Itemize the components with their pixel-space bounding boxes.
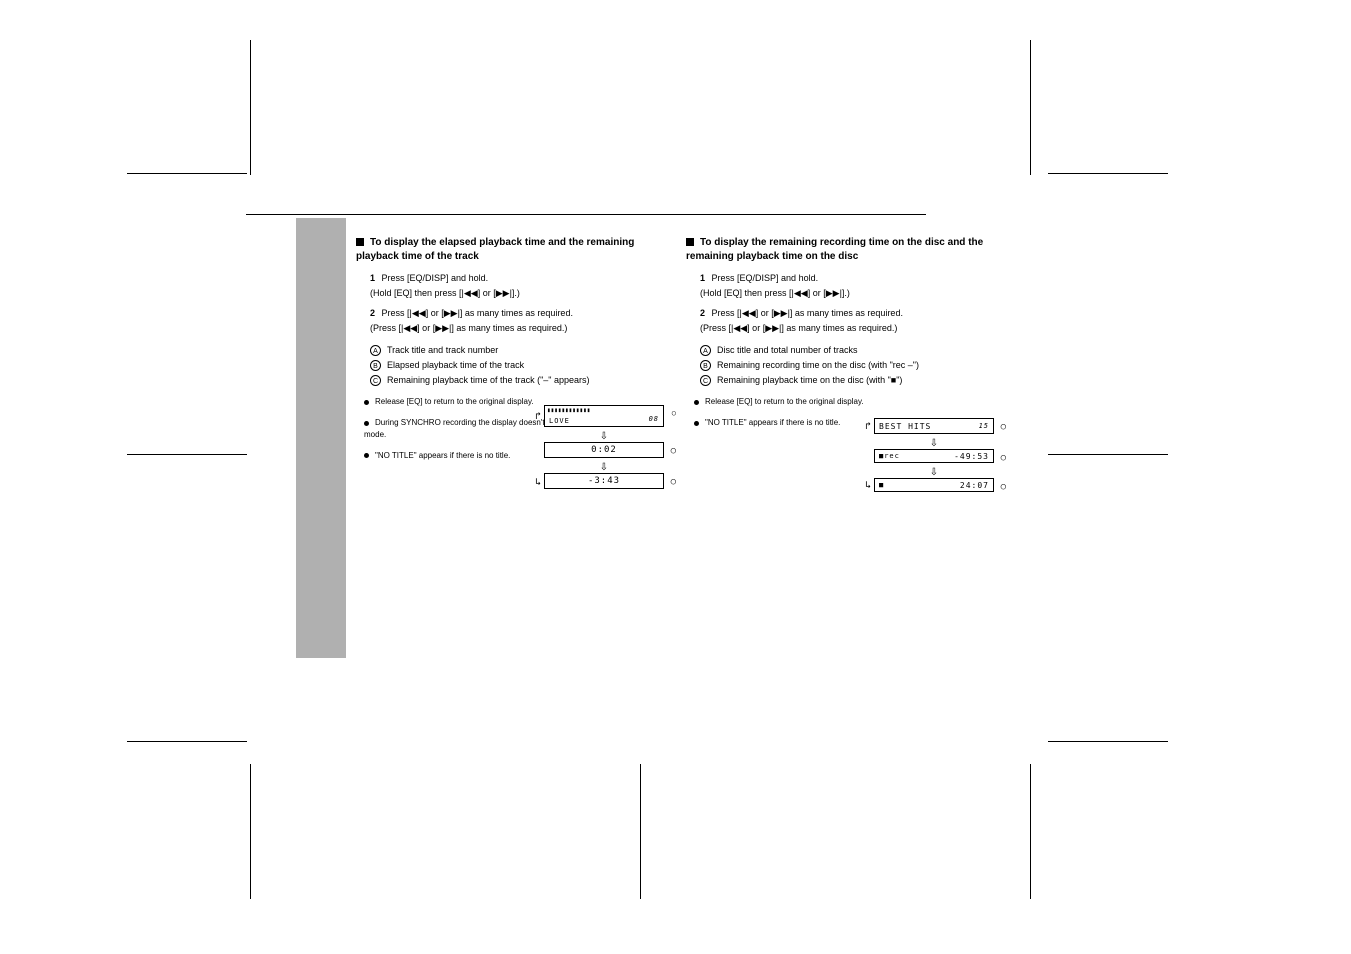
page-container: To display the elapsed playback time and… — [296, 218, 976, 748]
step2-text: Press [|◀◀] or [▶▶|] as many times as re… — [382, 308, 573, 318]
lcd-total-tracks: 15 — [979, 422, 989, 430]
lcd-remaining: -3:43 — [549, 476, 659, 486]
circled-b-icon: B — [370, 360, 381, 371]
right-heading: To display the remaining recording time … — [686, 236, 996, 264]
bullet-icon — [694, 421, 699, 426]
letter-list: ATrack title and track number BElapsed p… — [370, 344, 666, 386]
lcd-letter-a: ○ — [1001, 422, 1007, 432]
arrow-icon: ↱ — [535, 411, 542, 422]
lcd-letter-c: ○ — [1001, 482, 1007, 492]
option-a: ADisc title and total number of tracks — [700, 344, 996, 357]
lcd-letter-c: ○ — [671, 477, 677, 487]
crop-mark — [640, 764, 641, 899]
square-bullet-icon — [686, 238, 694, 246]
crop-mark — [127, 741, 247, 742]
lcd-screen-b: ■rec -49:53 ○ — [874, 449, 994, 463]
lcd-screen-a: ↱ ▮▮▮▮▮▮▮▮▮▮▮▮ LOVE 08 ○ — [544, 405, 664, 427]
step1-label: 1 — [700, 272, 705, 285]
arrow-icon: ↱ — [865, 421, 872, 432]
bullet-icon — [364, 453, 369, 458]
step1-text: Press [EQ/DISP] and hold. — [382, 273, 489, 283]
crop-mark — [1048, 454, 1168, 455]
option-b: BRemaining recording time on the disc (w… — [700, 359, 996, 372]
heading-text: To display the remaining recording time … — [686, 237, 983, 262]
step2-sub: (Press [|◀◀] or [▶▶|] as many times as r… — [370, 322, 666, 335]
crop-mark — [1030, 764, 1031, 899]
lcd-letter-b: ○ — [671, 446, 677, 456]
step1-text: Press [EQ/DISP] and hold. — [712, 273, 819, 283]
lcd-screen-a: ↱ BEST HITS 15 ○ — [874, 418, 994, 434]
arrow-icon: ↳ — [535, 477, 542, 488]
down-arrow-icon: ⇩ — [544, 462, 664, 473]
circled-a-icon: A — [370, 345, 381, 356]
square-bullet-icon — [356, 238, 364, 246]
circled-a-icon: A — [700, 345, 711, 356]
top-rule — [246, 214, 926, 215]
lcd-screen-c: ↳ ■ 24:07 ○ — [874, 478, 994, 492]
lcd-letter-a: ○ — [672, 409, 677, 417]
lcd-rec-remain: -49:53 — [954, 452, 989, 461]
option-c: CRemaining playback time of the track ("… — [370, 374, 666, 387]
circled-c-icon: C — [370, 375, 381, 386]
step2-sub: (Press [|◀◀] or [▶▶|] as many times as r… — [700, 322, 996, 335]
down-arrow-icon: ⇩ — [544, 431, 664, 442]
lcd-elapsed: 0:02 — [549, 445, 659, 455]
heading-text: To display the elapsed playback time and… — [356, 237, 634, 262]
step2-label: 2 — [700, 307, 705, 320]
circled-b-icon: B — [700, 360, 711, 371]
lcd-screen-c: ↳ -3:43 ○ — [544, 473, 664, 489]
lcd-rec-prefix: ■rec — [879, 452, 900, 460]
crop-mark — [250, 40, 251, 175]
crop-mark — [127, 454, 247, 455]
crop-mark — [127, 173, 247, 174]
bullet-icon — [364, 400, 369, 405]
step2-label: 2 — [370, 307, 375, 320]
sidebar-gray — [296, 218, 346, 658]
step-2: 2 Press [|◀◀] or [▶▶|] as many times as … — [370, 307, 666, 320]
step1-label: 1 — [370, 272, 375, 285]
step-1: 1 Press [EQ/DISP] and hold. — [700, 272, 996, 285]
letter-list: ADisc title and total number of tracks B… — [700, 344, 996, 386]
lcd-disc-title: BEST HITS — [879, 422, 931, 431]
crop-mark — [250, 764, 251, 899]
lcd-play-prefix: ■ — [879, 481, 884, 489]
lcd-diagram-left: ↱ ▮▮▮▮▮▮▮▮▮▮▮▮ LOVE 08 ○ ⇩ 0:02 ○ ⇩ ↳ -3… — [544, 405, 664, 493]
step1-sub: (Hold [EQ] then press [|◀◀] or [▶▶|].) — [700, 287, 996, 300]
left-heading: To display the elapsed playback time and… — [356, 236, 666, 264]
option-b: BElapsed playback time of the track — [370, 359, 666, 372]
crop-mark — [1030, 40, 1031, 175]
lcd-title: LOVE — [549, 417, 570, 425]
option-c: CRemaining playback time on the disc (wi… — [700, 374, 996, 387]
lcd-screen-b: 0:02 ○ — [544, 442, 664, 458]
bullet-icon — [364, 421, 369, 426]
step2-text: Press [|◀◀] or [▶▶|] as many times as re… — [712, 308, 903, 318]
step-2: 2 Press [|◀◀] or [▶▶|] as many times as … — [700, 307, 996, 320]
lcd-diagram-right: ↱ BEST HITS 15 ○ ⇩ ■rec -49:53 ○ ⇩ ↳ ■ 2… — [874, 418, 994, 496]
down-arrow-icon: ⇩ — [874, 438, 994, 449]
lcd-play-remain: 24:07 — [960, 481, 989, 490]
down-arrow-icon: ⇩ — [874, 467, 994, 478]
step-1: 1 Press [EQ/DISP] and hold. — [370, 272, 666, 285]
lcd-bar: ▮▮▮▮▮▮▮▮▮▮▮▮ — [547, 407, 590, 414]
right-column: To display the remaining recording time … — [686, 236, 996, 429]
arrow-icon: ↳ — [865, 480, 872, 491]
circled-c-icon: C — [700, 375, 711, 386]
crop-mark — [1048, 173, 1168, 174]
lcd-tracknum: 08 — [649, 415, 659, 423]
lcd-letter-b: ○ — [1001, 453, 1007, 463]
note-1: Release [EQ] to return to the original d… — [694, 396, 996, 407]
option-a: ATrack title and track number — [370, 344, 666, 357]
bullet-icon — [694, 400, 699, 405]
crop-mark — [1048, 741, 1168, 742]
step1-sub: (Hold [EQ] then press [|◀◀] or [▶▶|].) — [370, 287, 666, 300]
